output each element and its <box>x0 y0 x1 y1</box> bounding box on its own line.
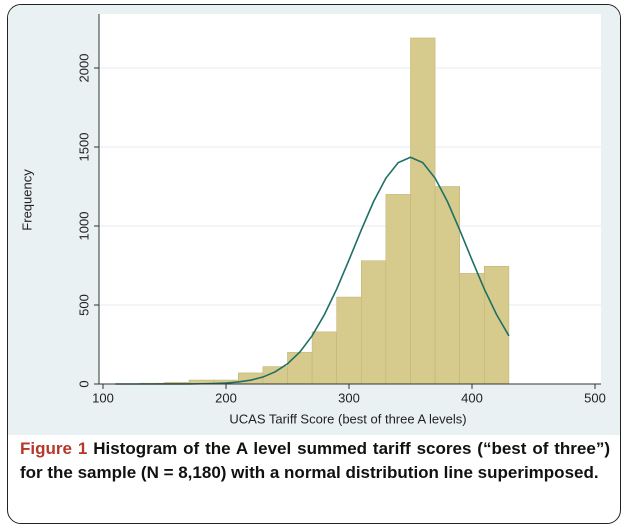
bar <box>410 37 436 385</box>
caption-text: Histogram of the A level summed tariff s… <box>20 439 610 482</box>
x-tick-label: 100 <box>92 390 114 405</box>
bar <box>434 186 461 385</box>
figure-frame: Frequency UCAS Tariff Score (best of thr… <box>7 4 621 524</box>
x-tick-label: 400 <box>461 390 483 405</box>
y-tick-label: 2000 <box>76 54 91 83</box>
bar <box>483 265 510 385</box>
bar <box>311 331 338 385</box>
x-axis-label: UCAS Tariff Score (best of three A level… <box>229 411 466 426</box>
bar <box>287 352 313 385</box>
bar <box>459 273 485 385</box>
caption: Figure 1 Histogram of the A level summed… <box>20 437 610 485</box>
y-tick-label: 0 <box>76 380 91 387</box>
chart: Frequency UCAS Tariff Score (best of thr… <box>8 5 620 435</box>
bar <box>385 194 411 385</box>
y-tick-label: 1500 <box>76 133 91 162</box>
y-axis-label: Frequency <box>19 169 34 231</box>
x-tick-label: 300 <box>338 390 360 405</box>
y-tick-label: 1000 <box>76 212 91 241</box>
y-tick-label: 500 <box>76 294 91 316</box>
x-tick-label: 200 <box>215 390 237 405</box>
bar <box>360 260 387 385</box>
bar <box>336 296 362 385</box>
caption-label: Figure 1 <box>20 439 88 458</box>
x-tick-label: 500 <box>584 390 606 405</box>
